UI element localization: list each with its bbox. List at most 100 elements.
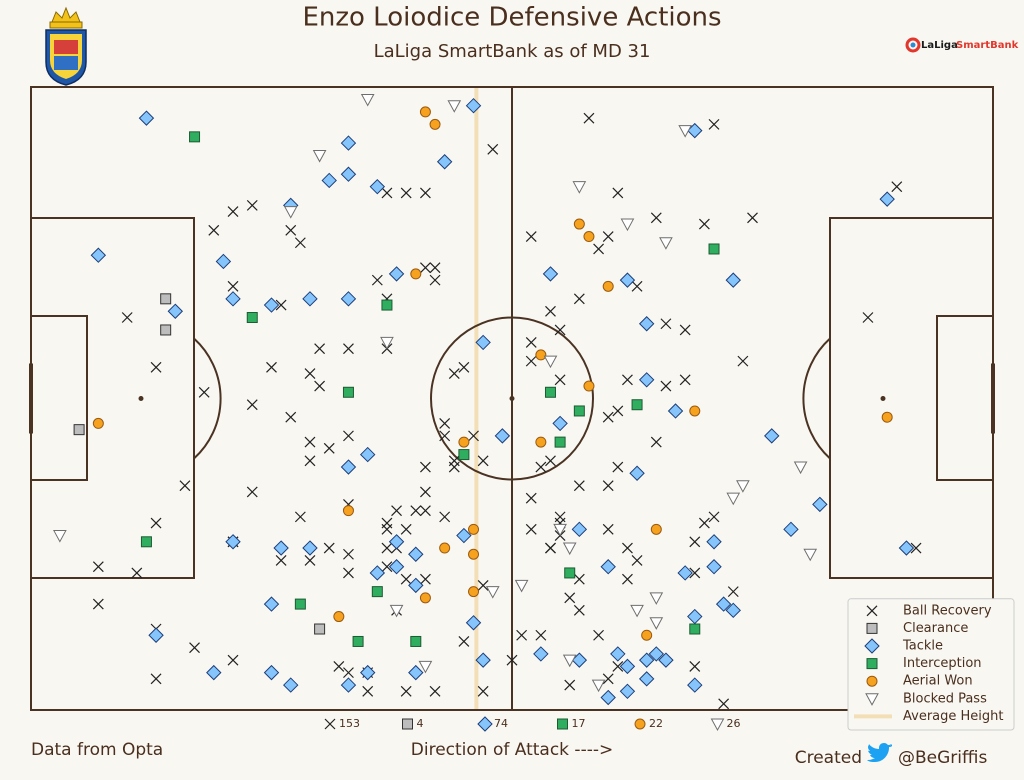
marker-x <box>622 542 633 554</box>
marker-x <box>689 536 701 548</box>
legend: Ball Recovery Clearance Tackle Interception… <box>847 598 1015 731</box>
penalty-spot <box>880 396 886 401</box>
marker-triangle <box>803 548 818 562</box>
marker-square <box>342 386 354 398</box>
marker-stroke <box>689 660 701 672</box>
marker-stroke <box>400 523 412 535</box>
marker-diamond <box>263 664 280 681</box>
marker-x <box>468 430 479 442</box>
marker-stroke <box>304 436 316 448</box>
marker-triangle <box>543 355 558 369</box>
marker-circle <box>419 106 431 118</box>
marker-square <box>73 424 85 436</box>
marker-x <box>323 542 335 554</box>
marker-x <box>708 118 720 130</box>
marker-stroke <box>718 698 730 710</box>
marker-diamond <box>619 658 636 675</box>
marker-x <box>227 654 239 666</box>
marker-circle <box>641 629 653 641</box>
marker-diamond <box>571 521 588 538</box>
marker-stroke <box>747 212 758 224</box>
marker-x <box>275 299 287 311</box>
marker-triangle <box>678 125 693 138</box>
marker-x <box>246 399 258 411</box>
marker-triangle <box>380 336 394 350</box>
marker-x <box>862 312 874 323</box>
marker-stroke <box>573 604 585 616</box>
marker-circle <box>535 349 547 361</box>
pitch-lines <box>29 86 995 711</box>
marker-diamond <box>215 253 232 270</box>
count-label: 153 <box>339 717 360 730</box>
marker-triangle <box>360 93 375 107</box>
marker-diamond <box>864 638 880 654</box>
marker-x <box>121 312 133 323</box>
marker-stroke <box>727 586 739 598</box>
marker-triangle <box>659 237 673 250</box>
marker-circle <box>634 718 646 730</box>
marker-x <box>602 673 614 685</box>
marker-stroke <box>612 660 624 672</box>
marker-square <box>246 312 258 324</box>
marker-stroke <box>419 262 431 274</box>
marker-diamond <box>629 465 645 481</box>
marker-stroke <box>400 685 412 697</box>
marker-x <box>314 380 326 392</box>
marker-x <box>737 355 749 367</box>
marker-x <box>602 411 614 423</box>
credit-text: Created <box>795 748 862 768</box>
marker-diamond <box>879 191 895 207</box>
marker-square <box>294 598 306 610</box>
marker-x <box>448 461 460 473</box>
marker-diamond <box>408 546 424 562</box>
marker-x <box>439 430 451 442</box>
marker-x <box>343 430 354 442</box>
marker-diamond <box>225 291 241 307</box>
marker-stroke <box>612 187 624 199</box>
marker-triangle <box>736 480 750 493</box>
marker-stroke <box>477 579 489 591</box>
marker-diamond <box>273 540 289 556</box>
marker-circle <box>583 231 595 243</box>
marker-stroke <box>631 280 643 292</box>
marker-circle <box>439 542 451 554</box>
marker-square <box>189 131 201 143</box>
marker-diamond <box>302 291 318 307</box>
marker-stroke <box>737 355 749 367</box>
marker-circle <box>573 218 585 230</box>
marker-x <box>866 605 878 617</box>
marker-diamond <box>638 372 655 388</box>
marker-stroke <box>246 486 258 498</box>
marker-diamond <box>340 135 357 151</box>
marker-x <box>535 461 547 473</box>
marker-x <box>439 511 451 523</box>
marker-stroke <box>304 368 316 380</box>
marker-x <box>593 243 605 255</box>
marker-square <box>160 293 172 305</box>
marker-stroke <box>429 685 441 697</box>
marker-stroke <box>583 112 595 124</box>
marker-stroke <box>419 187 431 199</box>
marker-diamond <box>715 596 732 612</box>
marker-x <box>602 231 614 242</box>
marker-diamond <box>340 459 357 475</box>
marker-stroke <box>545 455 556 467</box>
marker-x <box>343 343 354 355</box>
marker-diamond <box>542 266 559 282</box>
marker-diamond <box>658 652 674 668</box>
count-label: 26 <box>727 717 741 730</box>
marker-diamond <box>475 652 491 668</box>
marker-circle <box>689 405 701 417</box>
marker-x <box>448 368 460 380</box>
marker-stroke <box>429 262 441 274</box>
marker-x <box>294 511 306 523</box>
marker-stroke <box>285 224 297 236</box>
marker-stroke <box>564 679 576 691</box>
marker-stroke <box>294 511 306 523</box>
marker-stroke <box>573 480 585 492</box>
marker-stroke <box>314 380 326 392</box>
marker-x <box>343 548 354 560</box>
marker-x <box>400 187 412 199</box>
marker-x <box>689 660 701 672</box>
marker-stroke <box>622 573 633 585</box>
